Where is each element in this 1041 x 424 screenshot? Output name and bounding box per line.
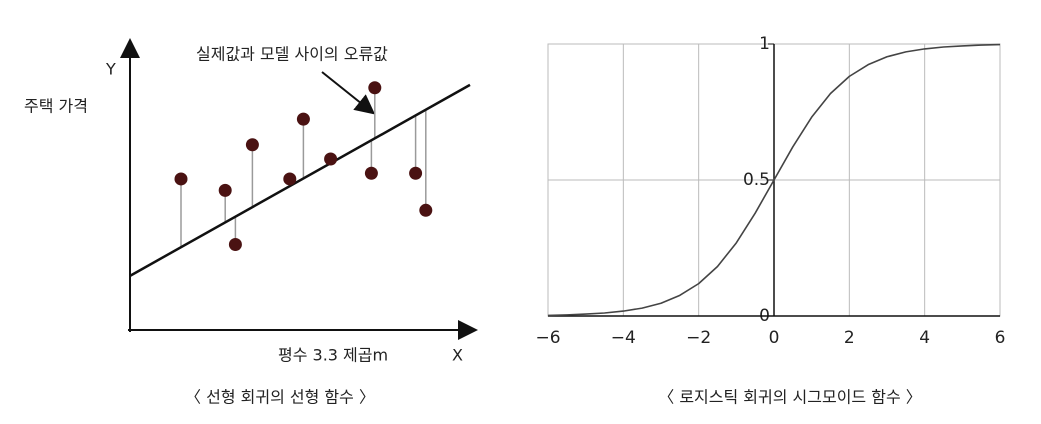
point (228, 238, 242, 251)
linear-chart (129, 81, 471, 277)
x-tick-label: −2 (686, 328, 711, 348)
point (368, 81, 382, 95)
point (296, 112, 310, 126)
point (364, 166, 378, 180)
point (174, 172, 188, 186)
y-label: Y (105, 60, 116, 79)
y-title: 주택 가격 (24, 97, 88, 116)
x-label: X (452, 346, 463, 365)
sigmoid-chart: −6 −4 −2 0 2 4 600.51 (535, 34, 1005, 348)
y-tick-label: 1 (759, 34, 770, 54)
point (409, 166, 423, 180)
x-tick-label: 6 (995, 328, 1006, 348)
point (218, 183, 232, 197)
caption: 〈 로지스틱 회귀의 시그모이드 함수 〉 (658, 388, 922, 407)
sigmoid-line (547, 43, 1001, 317)
x-tick-label: −6 (535, 328, 560, 348)
x-tick-label: −4 (611, 328, 636, 348)
annotation: 실제값과 모델 사이의 오류값 (196, 45, 388, 64)
annotation-arrow (321, 71, 376, 115)
point (283, 172, 297, 186)
x-tick-label: 4 (919, 328, 930, 348)
x-title: 평수 3.3 제곱m (278, 346, 388, 365)
caption: 〈 선형 회귀의 선형 함수 〉 (185, 388, 375, 407)
point (419, 203, 433, 217)
y-tick-label: 0.5 (743, 170, 770, 190)
x-tick-label: 0 (769, 328, 780, 348)
x-tick-label: 2 (844, 328, 855, 348)
fit-line (129, 83, 471, 277)
point (245, 138, 259, 152)
point (324, 152, 338, 166)
